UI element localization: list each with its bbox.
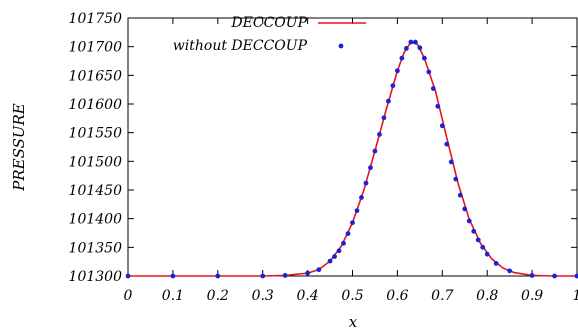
y-axis-title: PRESSURE xyxy=(10,103,28,192)
y-tick-label: 101700 xyxy=(69,40,123,56)
x-tick-label: 0.9 xyxy=(521,288,543,304)
x-tick-label: 0.8 xyxy=(476,288,498,304)
series-point-without-deccoup xyxy=(426,69,432,75)
series-point-without-deccoup xyxy=(377,131,382,137)
series-point-without-deccoup xyxy=(462,206,468,212)
series-point-without-deccoup xyxy=(170,273,176,279)
series-point-without-deccoup xyxy=(345,231,351,236)
series-line-deccoup xyxy=(128,41,577,277)
series-point-without-deccoup xyxy=(439,123,445,129)
series-point-without-deccoup xyxy=(395,68,400,74)
x-tick-label: 0.4 xyxy=(296,288,318,304)
y-tick-label: 101650 xyxy=(69,68,123,84)
series-point-without-deccoup xyxy=(471,228,477,234)
x-tick-label: 1 xyxy=(573,288,578,304)
series-point-without-deccoup xyxy=(327,258,333,264)
x-tick-label: 0.1 xyxy=(162,288,184,304)
x-axis-title: x xyxy=(349,313,358,331)
legend-label: DECCOUP xyxy=(230,15,307,31)
series-point-without-deccoup xyxy=(421,55,427,61)
series-point-without-deccoup xyxy=(552,273,557,279)
y-tick-label: 101600 xyxy=(69,97,123,113)
series-point-without-deccoup xyxy=(453,176,459,182)
series-point-without-deccoup xyxy=(350,220,355,226)
legend-marker-swatch xyxy=(338,43,344,49)
x-tick-label: 0.3 xyxy=(252,288,274,304)
series-point-without-deccoup xyxy=(574,273,578,279)
series-point-without-deccoup xyxy=(412,39,418,45)
x-tick-label: 0.7 xyxy=(431,288,453,304)
x-tick-label: 0.5 xyxy=(341,288,363,304)
series-layer xyxy=(125,39,578,279)
series-point-without-deccoup xyxy=(260,273,266,279)
series-point-without-deccoup xyxy=(493,260,499,266)
series-point-without-deccoup xyxy=(408,39,414,45)
y-tick-label: 101450 xyxy=(69,183,123,199)
series-point-without-deccoup xyxy=(316,267,322,273)
series-point-without-deccoup xyxy=(354,208,360,214)
y-tick-label: 101750 xyxy=(69,11,123,27)
y-tick-label: 101500 xyxy=(69,154,123,170)
series-point-without-deccoup xyxy=(381,115,387,121)
series-point-without-deccoup xyxy=(529,273,535,278)
series-point-without-deccoup xyxy=(475,237,481,243)
series-point-without-deccoup xyxy=(368,165,373,171)
series-point-without-deccoup xyxy=(457,192,463,198)
series-point-without-deccoup xyxy=(341,240,346,246)
series-point-without-deccoup xyxy=(435,103,441,109)
series-point-without-deccoup xyxy=(386,98,391,104)
series-point-without-deccoup xyxy=(403,45,409,51)
series-point-without-deccoup xyxy=(336,248,342,254)
series-point-without-deccoup xyxy=(305,270,310,276)
y-tick-label: 101400 xyxy=(69,212,123,228)
plot-frame xyxy=(127,17,578,277)
series-point-without-deccoup xyxy=(215,273,221,279)
series-point-without-deccoup xyxy=(372,148,378,154)
series-point-without-deccoup xyxy=(282,273,288,278)
x-tick-label: 0.2 xyxy=(207,288,229,304)
series-point-without-deccoup xyxy=(466,218,472,224)
x-tick-label: 0.6 xyxy=(386,288,408,304)
legend: DECCOUP without DECCOUP xyxy=(173,15,366,54)
y-tick-label: 101300 xyxy=(69,269,123,285)
series-point-without-deccoup xyxy=(399,55,405,61)
series-point-without-deccoup xyxy=(332,254,337,259)
x-tick-label: 0 xyxy=(124,288,133,304)
y-tick-label: 101350 xyxy=(69,240,123,256)
series-point-without-deccoup xyxy=(430,86,436,91)
series-point-without-deccoup xyxy=(359,195,364,200)
series-point-without-deccoup xyxy=(484,251,490,257)
series-point-without-deccoup xyxy=(363,180,369,186)
y-tick-label: 101550 xyxy=(69,126,123,142)
axes-layer: 101300 101350 101400 101450 101500 101550 1016… xyxy=(10,11,578,331)
series-point-without-deccoup xyxy=(444,141,450,147)
series-point-without-deccoup xyxy=(125,273,131,279)
series-point-without-deccoup xyxy=(417,45,423,51)
series-point-without-deccoup xyxy=(390,83,396,89)
series-point-without-deccoup xyxy=(480,244,486,250)
series-point-without-deccoup xyxy=(448,159,454,165)
legend-label: without DECCOUP xyxy=(173,38,308,54)
series-point-without-deccoup xyxy=(507,268,513,274)
